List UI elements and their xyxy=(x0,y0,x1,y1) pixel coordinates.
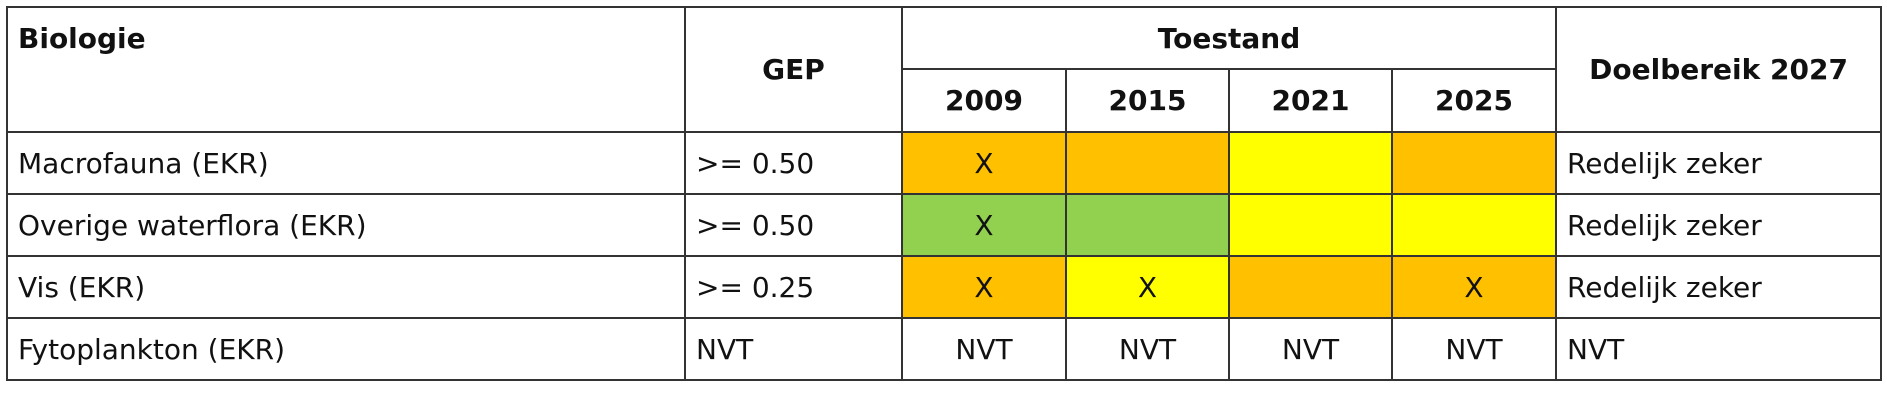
status-cell: X xyxy=(1065,255,1230,319)
doelbereik-cell: Redelijk zeker xyxy=(1555,193,1883,257)
doelbereik-cell: Redelijk zeker xyxy=(1555,255,1883,319)
status-cell: NVT xyxy=(901,317,1067,381)
row-name: Overige waterflora (EKR) xyxy=(6,193,686,257)
status-cell xyxy=(1228,131,1393,195)
status-cell xyxy=(1390,131,1558,195)
row-name: Vis (EKR) xyxy=(6,255,686,319)
gep-cell: NVT xyxy=(684,317,903,381)
doelbereik-cell: Redelijk zeker xyxy=(1555,131,1883,195)
header-cell: GEP xyxy=(684,6,903,133)
table-row: Macrofauna (EKR) >= 0.50 X Redelijk zeker xyxy=(6,131,1883,195)
year-header: 2015 xyxy=(1065,68,1230,133)
status-cell xyxy=(1390,193,1558,257)
status-cell: NVT xyxy=(1065,317,1230,381)
year-header: 2009 xyxy=(901,68,1067,133)
header-cell: Doelbereik 2027 xyxy=(1555,6,1883,133)
status-cell xyxy=(1228,255,1393,319)
status-cell xyxy=(1065,131,1230,195)
header-cell: Biologie xyxy=(6,6,686,133)
doelbereik-cell: NVT xyxy=(1555,317,1883,381)
biology-table: Biologie GEP Toestand Doelbereik 2027 20… xyxy=(6,6,1883,381)
row-name: Macrofauna (EKR) xyxy=(6,131,686,195)
status-cell: X xyxy=(901,193,1067,257)
header-cell: Toestand xyxy=(900,6,1558,70)
status-cell: X xyxy=(901,131,1067,195)
gep-cell: >= 0.50 xyxy=(684,193,903,257)
table-row: Overige waterflora (EKR) >= 0.50 X Redelijk… xyxy=(6,193,1883,257)
status-cell xyxy=(1065,193,1230,257)
gep-cell: >= 0.50 xyxy=(684,131,903,195)
status-cell: NVT xyxy=(1228,317,1393,381)
gep-cell: >= 0.25 xyxy=(684,255,903,319)
status-cell: NVT xyxy=(1390,317,1558,381)
status-cell: X xyxy=(1390,255,1558,319)
table-row: Vis (EKR) >= 0.25 X X X Redelijk zeker xyxy=(6,255,1883,319)
status-cell xyxy=(1228,193,1393,257)
year-header: 2025 xyxy=(1390,68,1558,133)
status-cell: X xyxy=(901,255,1067,319)
year-header: 2021 xyxy=(1228,68,1393,133)
row-name: Fytoplankton (EKR) xyxy=(6,317,686,381)
table-row: Fytoplankton (EKR) NVT NVT NVT NVT NVT NVT xyxy=(6,317,1883,381)
